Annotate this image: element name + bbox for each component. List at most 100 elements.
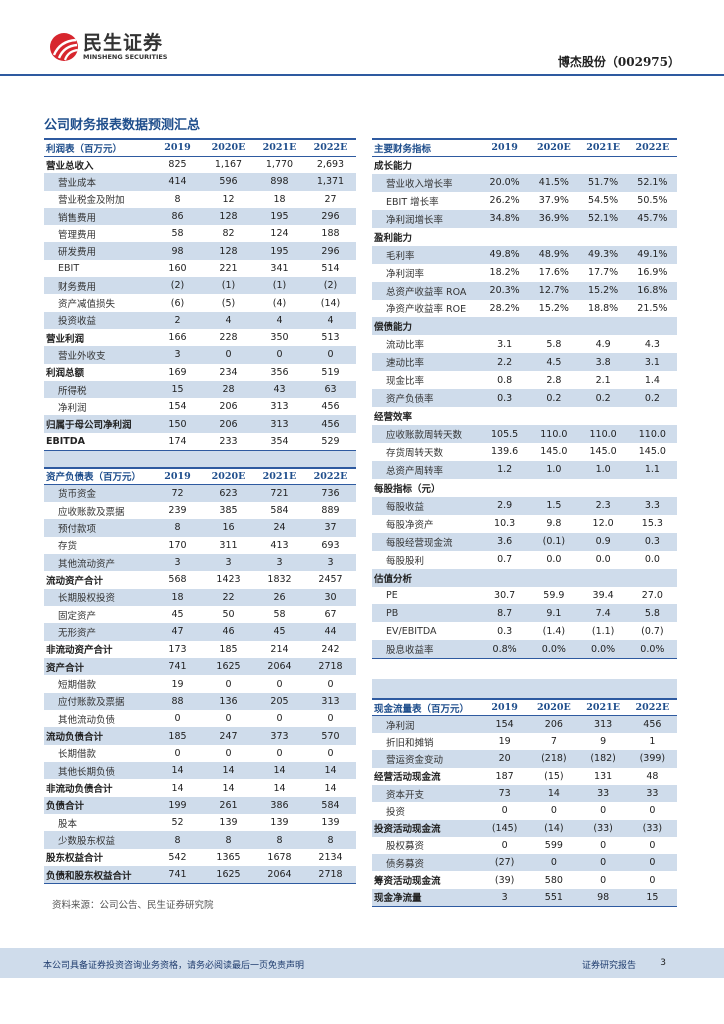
cell-value: [529, 228, 578, 246]
cell-value: 456: [321, 401, 340, 413]
row-label: 营运资金变动: [372, 750, 480, 768]
row-label: EBIT: [58, 262, 80, 274]
cell-value: 58: [273, 609, 286, 621]
cell-value: 311: [219, 539, 238, 551]
cell-value: 1.1: [627, 460, 677, 479]
cell-value: 30.7: [494, 589, 516, 601]
cell-value: 43: [254, 380, 305, 399]
row-label: 非流动负债合计: [46, 784, 113, 796]
table-row: 营业成本 414 596 898 1,371: [44, 173, 356, 191]
cell-value: 51.7%: [578, 173, 628, 192]
cell-value: 313: [270, 401, 289, 413]
table-row: 资产减值损失 (6) (5) (4) (14): [44, 294, 356, 311]
cell-value: 247: [203, 727, 254, 745]
row-label: 营业收入增长率: [372, 173, 480, 192]
cell-value: (33): [578, 819, 628, 837]
cell-value: 296: [305, 207, 356, 226]
cell-value: 39.4: [592, 589, 614, 601]
cell-value: 52.1%: [578, 209, 628, 228]
cell-value: 0.3: [497, 625, 513, 637]
cell-value: 2718: [305, 866, 356, 884]
year-header: 2021E: [578, 697, 628, 717]
table-row: 每股指标（元）: [372, 479, 677, 497]
cell-value: 741: [152, 866, 203, 884]
cell-value: 1625: [203, 866, 254, 884]
cell-value: 519: [321, 366, 340, 378]
cell-value: 14: [305, 762, 356, 780]
cell-value: 52.1%: [627, 173, 677, 192]
cell-value: 1,770: [265, 159, 294, 171]
cashflow-header-row: 现金流量表（百万元） 2019 2020E 2021E 2022E: [372, 697, 677, 717]
section-title: 公司财务报表数据预测汇总: [44, 118, 201, 133]
cell-value: 48.9%: [529, 245, 579, 264]
cell-value: 59.9: [543, 589, 565, 601]
table-row: 债务募资 (27) 0 0 0: [372, 854, 677, 872]
table-row: 销售费用 86 128 195 296: [44, 207, 356, 226]
table-row: 营业利润 166 228 350 513: [44, 329, 356, 346]
cell-value: 0: [501, 839, 508, 851]
cell-value: 0: [276, 747, 283, 759]
cell-value: 22: [203, 588, 254, 606]
cell-value: 1423: [216, 574, 241, 586]
row-label: 筹资活动现金流: [374, 876, 441, 888]
cell-value: 169: [168, 366, 187, 378]
cell-value: [480, 407, 529, 425]
cell-value: 0.3: [480, 389, 530, 408]
row-label: 净利润率: [386, 268, 425, 280]
row-label: EBIT 增长率: [386, 196, 439, 208]
row-label: 毛利率: [372, 245, 480, 264]
table-row: 研发费用 98 128 195 296: [44, 242, 356, 260]
row-label: 研发费用: [44, 242, 152, 260]
cell-value: (0.1): [529, 532, 579, 551]
row-label: 资产负债率: [372, 389, 480, 408]
year-header: 2020E: [203, 138, 254, 157]
year-header: 2021E: [254, 466, 305, 486]
row-label: 偿债能力: [372, 317, 480, 336]
cell-value: 18: [273, 193, 286, 205]
cell-value: 584: [305, 796, 356, 815]
row-label: 资产合计: [44, 657, 152, 676]
cell-value: 12.7%: [529, 281, 579, 300]
stock-name: 博杰股份（002975）: [557, 55, 680, 69]
cell-value: 206: [203, 415, 254, 433]
cell-value: 45: [171, 609, 184, 621]
cell-value: 513: [321, 332, 340, 344]
cell-value: 185: [152, 727, 203, 745]
table-row: 经营效率: [372, 407, 677, 425]
cell-value: 15.2%: [538, 302, 569, 314]
cell-value: 18.8%: [588, 302, 619, 314]
cell-value: 1.4: [644, 374, 660, 386]
cell-value: (1.4): [542, 625, 566, 637]
table-row: 营业税金及附加 8 12 18 27: [44, 191, 356, 208]
cell-value: (182): [578, 750, 628, 768]
table-row: 净资产收益率 ROE 28.2% 15.2% 18.8% 21.5%: [372, 300, 677, 318]
row-label: 估值分析: [372, 568, 480, 587]
cell-value: 350: [270, 332, 289, 344]
cell-value: 19: [171, 678, 184, 690]
row-label: 每股经营现金流: [372, 532, 480, 551]
cell-value: [628, 407, 677, 425]
cell-value: 313: [254, 415, 305, 433]
table-row: EBITDA 174 233 354 529: [44, 432, 356, 451]
cell-value: 47: [152, 623, 203, 641]
table-row: 每股收益 2.9 1.5 2.3 3.3: [372, 496, 677, 515]
cell-value: 36.9%: [529, 209, 579, 228]
row-label: 净利润: [58, 402, 87, 414]
cell-value: 205: [254, 692, 305, 711]
cell-value: 14: [152, 762, 203, 780]
cell-value: 14: [254, 762, 305, 780]
cell-value: 8.7: [480, 604, 530, 623]
table-row: 利润总额 169 234 356 519: [44, 364, 356, 381]
cell-value: 124: [270, 228, 289, 240]
table-row: 管理费用 58 82 124 188: [44, 225, 356, 242]
cell-value: 7.4: [578, 604, 628, 623]
table-row: 资产合计 741 1625 2064 2718: [44, 657, 356, 676]
row-label: 每股股利: [386, 555, 425, 567]
cell-value: 239: [168, 505, 187, 517]
cell-value: 228: [219, 332, 238, 344]
table-row: 非流动负债合计 14 14 14 14: [44, 779, 356, 796]
cell-value: 0: [225, 713, 232, 725]
income-header-row: 利润表（百万元） 2019 2020E 2021E 2022E: [44, 138, 356, 157]
cell-value: (399): [627, 750, 677, 768]
row-label: 净利润增长率: [372, 209, 480, 228]
